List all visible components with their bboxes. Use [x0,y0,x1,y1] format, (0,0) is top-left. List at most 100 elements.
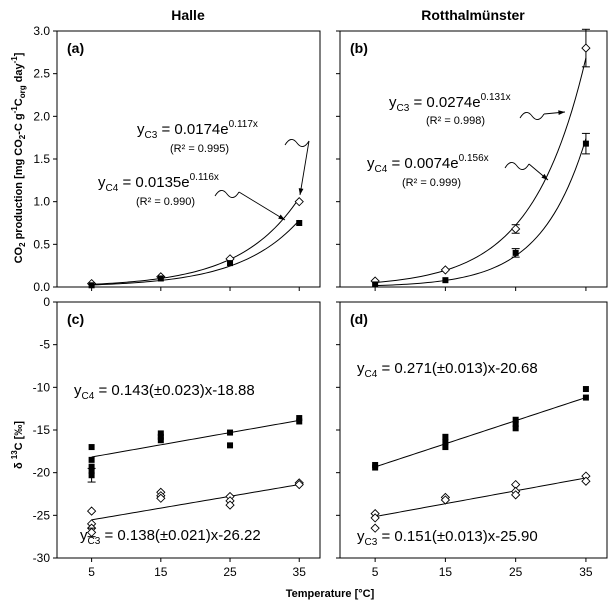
arrow-head [541,173,548,180]
r-squared-c3: (R² = 0.998) [426,115,485,127]
data-point-c4 [157,433,164,440]
fit-line-c3 [91,197,300,285]
x-tick-label: 25 [509,565,523,579]
series-c3 [370,471,591,533]
y-tick-label: 0.5 [33,237,50,251]
y-tick-label: 2.5 [33,67,50,81]
y-tick-label: -15 [33,423,51,437]
arrow-head [298,188,304,195]
panel-frame [56,30,321,288]
panel-a: 0.0 0.5 1.0 1.5 2.0 2.5 3.0 (a) yC3 = 0.0174e0.1… [33,24,321,294]
fit-line-c4 [375,138,587,287]
r-squared-c4: (R² = 0.999) [402,177,461,189]
data-point-c4 [442,277,449,284]
data-point-c4 [88,444,95,451]
annotation-squiggle [284,139,310,147]
panel-label: (c) [67,311,84,327]
data-point-c3 [86,506,97,516]
data-point-c4 [442,444,449,451]
col-title-rotthalmuenster: Rotthalmünster [421,7,525,23]
data-point-c4 [88,282,95,289]
data-point-c3 [86,527,97,538]
arrow-head [278,214,285,220]
panel-d: 5 15 25 35 (d) yC4 = 0.271(±0.013)x-20.68 yC3 … [336,301,608,579]
equation-c3: yC3 = 0.138(±0.021)x-26.22 [80,527,261,547]
panel-label: (b) [350,40,368,56]
data-point-c4 [296,415,303,422]
r-squared-c3: (R² = 0.995) [170,143,229,155]
data-point-c4 [442,433,449,440]
y-tick-label: 0.0 [33,280,50,294]
arrow-head [558,110,565,116]
data-point-c4 [582,140,589,147]
data-point-c3 [581,476,591,486]
fit-line-c3 [91,484,300,521]
panels: 0.0 0.5 1.0 1.5 2.0 2.5 3.0 (a) yC3 = 0.0174e0.1… [33,24,608,579]
data-point-c4 [157,437,164,444]
equation-c4: yC4 = 0.271(±0.013)x-20.68 [357,360,538,380]
data-point-c3 [581,43,591,53]
annotation-squiggle [214,190,240,198]
x-tick-label: 35 [579,565,593,579]
data-point-c4 [227,260,234,267]
r-squared-c4: (R² = 0.990) [136,196,195,208]
panel-frame [56,301,321,559]
equation-c4: yC4 = 0.143(±0.023)x-18.88 [74,382,255,402]
data-point-c3 [156,493,166,503]
y-axis-label-co2: CO2 production [mg CO2-C g-1Corg day-1] [10,52,27,263]
fit-line-c3 [375,57,587,283]
fit-line-c4 [91,219,300,286]
data-point-c4 [442,438,449,445]
data-point-c3 [225,500,235,510]
data-point-c4 [296,418,303,425]
x-tick-label: 15 [439,565,453,579]
data-point-c3 [440,495,451,505]
annotation-arrow [299,140,310,196]
data-point-c4 [512,421,519,428]
data-point-c4 [372,464,379,471]
y-tick-label: 1.5 [33,152,50,166]
equation-c4: yC4 = 0.0135e0.116x [98,172,219,194]
panel-label: (a) [67,40,84,56]
y-tick-label: 2.0 [33,109,50,123]
equation-c4: yC4 = 0.0074e0.156x [367,153,489,175]
x-axis-label: Temperature [°C] [286,588,375,600]
series-c4 [87,415,303,483]
panel-b: (b) yC3 = 0.0274e0.131x(R² = 0.998) yC4 = … [336,28,608,291]
equation-c3: yC3 = 0.0174e0.117x [137,119,258,141]
y-tick-label: -5 [39,338,50,352]
fit-line-c4 [91,419,300,458]
data-point-c4 [512,425,519,432]
data-point-c4 [227,442,234,449]
x-tick-label: 25 [223,565,237,579]
equation-c3: yC3 = 0.151(±0.013)x-25.90 [357,528,538,548]
data-point-c4 [157,275,164,282]
equation-c3: yC3 = 0.0274e0.131x [389,92,511,114]
data-point-c4 [88,472,95,479]
data-point-c3 [294,197,304,207]
series-c4 [88,219,303,289]
panel-frame [339,301,608,559]
data-point-c4 [157,430,164,437]
annotation-squiggle [519,112,545,120]
x-tick-label: 5 [88,565,95,579]
data-point-c4 [582,394,589,401]
data-point-c4 [88,463,95,470]
x-tick-label: 35 [293,565,307,579]
annotation-arrow [238,191,286,221]
x-tick-label: 15 [154,565,168,579]
y-tick-label: -30 [33,551,51,565]
series-c4 [372,386,589,471]
data-point-c4 [88,456,95,463]
panel-label: (d) [350,311,368,327]
y-tick-label: 3.0 [33,24,50,38]
data-point-c4 [227,429,234,436]
fit-line-c3 [375,477,587,518]
series-c3 [370,28,591,286]
y-tick-label: -20 [33,466,51,480]
data-point-c4 [296,220,303,226]
series-c4 [372,132,590,288]
data-point-c3 [440,265,451,275]
panel-c: 0 -5 -10 -15 -20 -25 -30 5 15 25 35 (c) yC4 = 0.143(… [33,295,321,579]
